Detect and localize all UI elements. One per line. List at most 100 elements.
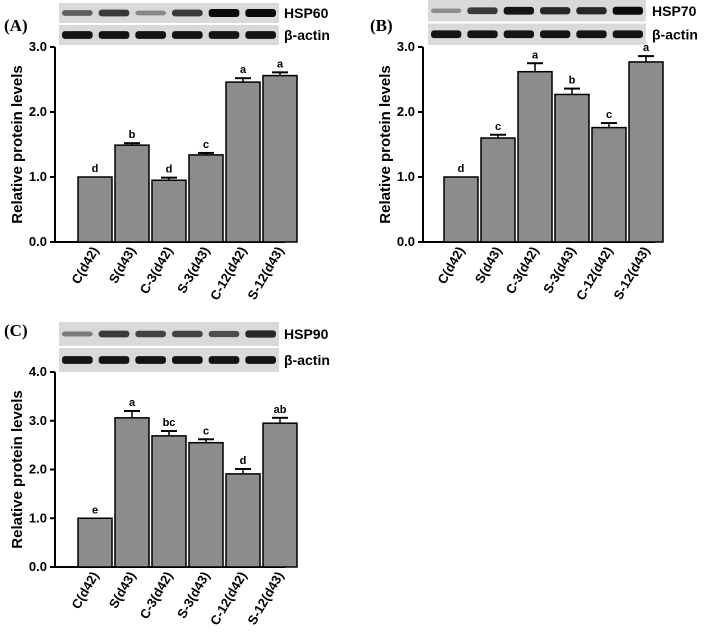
blot-band: [576, 30, 607, 39]
blot-label: HSP60: [284, 5, 329, 21]
y-axis-label: Relative protein levels: [9, 390, 26, 548]
x-tick-label: S(d43): [106, 244, 139, 286]
blot-band: [431, 8, 462, 13]
y-tick-label: 0.0: [29, 559, 47, 574]
bar: [114, 417, 150, 568]
blot-band: [98, 31, 130, 39]
blot-band: [135, 10, 166, 16]
x-tick-label: S(d43): [106, 569, 139, 611]
blot-band: [431, 30, 462, 39]
bar: [77, 517, 113, 568]
blot-band: [467, 7, 498, 15]
blot-band: [62, 10, 93, 16]
significance-letter: c: [203, 425, 209, 437]
y-tick-label: 1.0: [29, 510, 47, 525]
blot-label: β-actin: [652, 26, 698, 42]
significance-letter: d: [166, 164, 173, 176]
x-tick-label: S-3(d43): [174, 569, 213, 621]
significance-letter: c: [203, 139, 209, 151]
blot-band: [208, 330, 240, 338]
blot-label: HSP70: [652, 3, 697, 19]
blot-strip: [59, 348, 279, 372]
blot-strip: [59, 322, 279, 346]
blot-band: [540, 7, 571, 15]
bar: [554, 93, 590, 243]
x-tick-label: C(d42): [68, 569, 101, 612]
blot-band: [208, 9, 240, 17]
significance-letter: c: [606, 109, 612, 121]
y-tick-label: 2.0: [397, 104, 415, 119]
blot-band: [208, 356, 240, 364]
y-tick-label: 2.0: [29, 462, 47, 477]
y-tick-label: 2.0: [29, 104, 47, 119]
bar: [188, 154, 224, 243]
blot-band: [62, 31, 93, 39]
significance-letter: c: [495, 121, 501, 133]
significance-letter: d: [92, 163, 99, 175]
bar: [188, 441, 224, 568]
blot-strip: [59, 3, 279, 23]
x-tick-label: S-12(d43): [244, 244, 286, 302]
bar: [225, 81, 261, 243]
blot-band: [503, 6, 534, 15]
x-tick-label: C-12(d42): [207, 244, 250, 303]
blot-band: [172, 31, 203, 39]
x-tick-label: S(d43): [472, 244, 505, 286]
blot-band: [612, 6, 643, 15]
blot-band: [62, 356, 93, 364]
bar: [262, 74, 298, 243]
y-axis-label: Relative protein levels: [377, 65, 394, 223]
blot-band: [612, 30, 643, 39]
blot-band: [540, 30, 571, 39]
bar: [262, 422, 298, 568]
bar: [77, 176, 113, 243]
significance-letter: a: [643, 42, 650, 54]
x-tick-label: C-3(d42): [137, 569, 176, 622]
blot-band: [503, 30, 534, 39]
panel-label: (A): [4, 16, 28, 35]
blot-strip: [428, 0, 646, 22]
blot-band: [135, 330, 166, 338]
blot-band: [245, 31, 276, 39]
x-tick-label: C(d42): [68, 244, 101, 287]
significance-letter: bc: [163, 417, 176, 429]
significance-letter: ab: [274, 404, 287, 416]
y-tick-label: 3.0: [29, 39, 47, 54]
bar: [628, 61, 664, 243]
bar: [225, 473, 261, 568]
blot-band: [135, 356, 166, 364]
y-axis-label: Relative protein levels: [9, 65, 26, 223]
significance-letter: b: [569, 75, 576, 87]
blot-band: [576, 7, 607, 15]
y-tick-label: 1.0: [397, 169, 415, 184]
significance-letter: b: [129, 129, 136, 141]
y-tick-label: 3.0: [397, 39, 415, 54]
blot-band: [98, 330, 130, 338]
blot-band: [245, 9, 276, 17]
blot-label: β-actin: [284, 352, 330, 368]
blot-label: HSP90: [284, 326, 329, 342]
blot-band: [98, 9, 130, 17]
significance-letter: e: [92, 504, 98, 516]
blot-band: [467, 30, 498, 39]
x-tick-label: S-3(d43): [540, 244, 579, 296]
significance-letter: d: [458, 163, 465, 175]
blot-band: [172, 356, 203, 364]
panel-label: (B): [370, 16, 393, 35]
y-tick-label: 1.0: [29, 169, 47, 184]
blot-label: β-actin: [284, 27, 330, 43]
y-tick-label: 3.0: [29, 413, 47, 428]
bar: [517, 70, 553, 243]
significance-letter: d: [240, 455, 247, 467]
x-tick-label: C-12(d42): [207, 569, 250, 628]
bar: [591, 126, 627, 243]
x-tick-label: S-12(d43): [610, 244, 652, 302]
blot-strip: [428, 23, 646, 45]
panel-label: (C): [4, 321, 28, 340]
x-tick-label: C-3(d42): [503, 244, 542, 297]
y-tick-label: 0.0: [397, 234, 415, 249]
significance-letter: a: [277, 58, 284, 70]
bar: [151, 179, 187, 243]
significance-letter: a: [240, 64, 247, 76]
